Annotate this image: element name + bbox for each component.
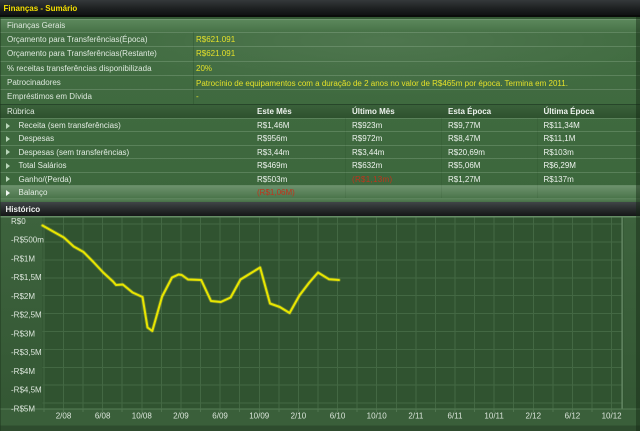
svg-text:-R$3,5M: -R$3,5M	[11, 348, 42, 357]
svg-text:2/12: 2/12	[526, 411, 542, 420]
svg-text:-R$5M: -R$5M	[11, 404, 35, 413]
svg-text:2/10: 2/10	[291, 411, 307, 420]
svg-text:-R$1,5M: -R$1,5M	[11, 273, 42, 282]
svg-text:6/09: 6/09	[212, 411, 228, 420]
svg-text:-R$500m: -R$500m	[11, 235, 44, 244]
svg-text:6/10: 6/10	[330, 411, 346, 420]
svg-text:10/11: 10/11	[484, 411, 504, 420]
svg-text:2/09: 2/09	[173, 411, 189, 420]
svg-text:-R$3M: -R$3M	[11, 329, 35, 338]
svg-text:10/12: 10/12	[602, 411, 623, 420]
svg-text:6/12: 6/12	[565, 411, 581, 420]
svg-text:6/08: 6/08	[95, 411, 111, 420]
svg-text:10/08: 10/08	[132, 411, 153, 420]
svg-text:10/09: 10/09	[249, 411, 270, 420]
svg-text:-R$4M: -R$4M	[11, 366, 35, 375]
svg-text:-R$2M: -R$2M	[11, 291, 35, 300]
svg-text:R$0: R$0	[11, 216, 26, 225]
svg-text:10/10: 10/10	[367, 411, 388, 420]
svg-text:-R$4,5M: -R$4,5M	[11, 385, 42, 394]
svg-text:2/08: 2/08	[56, 411, 72, 420]
svg-text:-R$1M: -R$1M	[11, 254, 35, 263]
svg-text:6/11: 6/11	[448, 411, 464, 420]
svg-text:2/11: 2/11	[408, 411, 424, 420]
svg-text:-R$2,5M: -R$2,5M	[11, 310, 42, 319]
